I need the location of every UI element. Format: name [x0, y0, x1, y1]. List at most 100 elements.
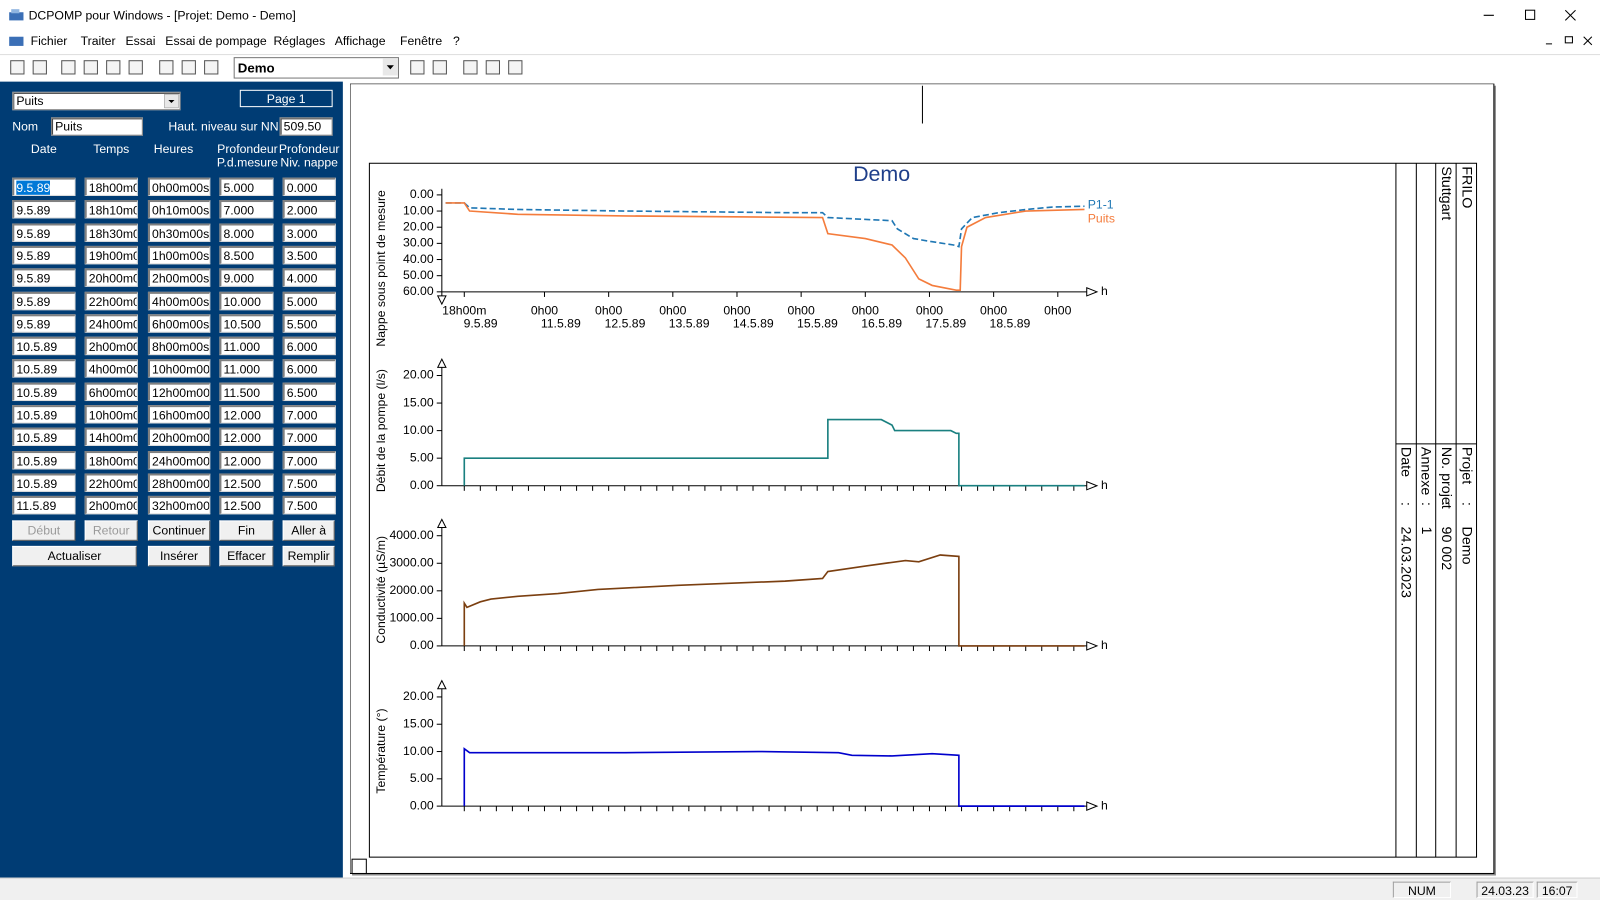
toolbar-button[interactable] [204, 60, 219, 75]
table-cell[interactable]: 7.500 [282, 496, 336, 515]
toolbar-button[interactable] [128, 60, 143, 75]
toolbar-button[interactable] [83, 60, 98, 75]
action-button[interactable]: Actualiser [12, 545, 137, 567]
table-cell[interactable]: 6h00m00s [147, 314, 211, 333]
window-controls[interactable] [1469, 0, 1600, 31]
table-cell[interactable]: 22h00m00 [84, 473, 138, 492]
table-cell[interactable]: 6.000 [282, 336, 336, 356]
table-cell[interactable]: 9.5.89 [12, 268, 76, 287]
table-cell[interactable]: 9.5.89 [12, 245, 76, 265]
table-cell[interactable]: 18h30m00 [84, 223, 138, 242]
table-cell[interactable]: 9.5.89 [12, 291, 76, 310]
table-cell[interactable]: 10.500 [219, 314, 274, 333]
toolbar-button[interactable] [463, 60, 478, 75]
table-cell[interactable]: 0.000 [282, 177, 336, 196]
table-cell[interactable]: 10.5.89 [12, 382, 76, 401]
menu-item[interactable]: Fenêtre [399, 33, 443, 48]
name-input[interactable]: Puits [51, 117, 143, 136]
page-button[interactable]: Page 1 [239, 89, 333, 108]
table-cell[interactable]: 2.000 [282, 200, 336, 219]
menu-item[interactable]: Essai [125, 33, 156, 48]
table-cell[interactable]: 9.5.89 [12, 200, 76, 219]
table-cell[interactable]: 7.000 [282, 450, 336, 469]
menu-item[interactable]: Essai de pompage [165, 33, 267, 48]
table-cell[interactable]: 12.000 [219, 450, 274, 469]
toolbar-button[interactable] [10, 60, 25, 75]
table-cell[interactable]: 0h10m00s [147, 200, 211, 219]
table-cell[interactable]: 18h00m00 [84, 450, 138, 469]
table-cell[interactable]: 10.5.89 [12, 405, 76, 424]
table-cell[interactable]: 32h00m00s [147, 496, 211, 515]
table-cell[interactable]: 10h00m00s [147, 359, 211, 378]
table-cell[interactable]: 10h00m00 [84, 405, 138, 424]
table-cell[interactable]: 7.000 [282, 405, 336, 424]
toolbar-button[interactable] [410, 60, 425, 75]
toolbar-button[interactable] [106, 60, 121, 75]
table-cell[interactable]: 18h10m00 [84, 200, 138, 219]
menu-item[interactable]: ? [453, 33, 460, 48]
table-cell[interactable]: 5.000 [219, 177, 274, 196]
project-combo[interactable]: Demo [233, 57, 399, 79]
table-cell[interactable]: 10.5.89 [12, 427, 76, 447]
toolbar-button[interactable] [508, 60, 523, 75]
table-cell[interactable]: 14h00m00 [84, 427, 138, 447]
table-cell[interactable]: 28h00m00s [147, 473, 211, 492]
table-cell[interactable]: 10.5.89 [12, 336, 76, 356]
table-cell[interactable]: 7.000 [282, 427, 336, 447]
table-cell[interactable]: 3.500 [282, 245, 336, 265]
action-button[interactable]: Insérer [147, 545, 211, 567]
table-cell[interactable]: 20h00m00s [147, 427, 211, 447]
toolbar-button[interactable] [181, 60, 196, 75]
action-button[interactable]: Effacer [219, 545, 274, 567]
table-cell[interactable]: 11.000 [219, 336, 274, 356]
table-cell[interactable]: 6h00m00 [84, 382, 138, 401]
table-cell[interactable]: 4.000 [282, 268, 336, 287]
table-cell[interactable]: 12.000 [219, 427, 274, 447]
table-cell[interactable]: 6.000 [282, 359, 336, 378]
selector[interactable]: Puits [12, 91, 181, 111]
table-cell[interactable]: 11.5.89 [12, 496, 76, 515]
table-cell[interactable]: 19h00m00 [84, 245, 138, 265]
table-cell[interactable]: 8.500 [219, 245, 274, 265]
height-input[interactable]: 509.50 [279, 117, 333, 136]
table-cell[interactable]: 18h00m00 [84, 177, 138, 196]
table-cell[interactable]: 10.5.89 [12, 450, 76, 469]
table-cell[interactable]: 10.5.89 [12, 473, 76, 492]
table-cell[interactable]: 7.500 [282, 473, 336, 492]
table-cell[interactable]: 0h00m00s [147, 177, 211, 196]
table-cell[interactable]: 2h00m00 [84, 336, 138, 356]
nav-button[interactable]: Fin [219, 520, 274, 541]
nav-button[interactable]: Aller à [282, 520, 335, 541]
table-cell[interactable]: 8.000 [219, 223, 274, 242]
toolbar-button[interactable] [485, 60, 500, 75]
table-cell[interactable]: 12.000 [219, 405, 274, 424]
table-cell[interactable]: 12h00m00s [147, 382, 211, 401]
table-cell[interactable]: 11.500 [219, 382, 274, 401]
table-cell[interactable]: 10.000 [219, 291, 274, 310]
table-cell[interactable]: 16h00m00s [147, 405, 211, 424]
menu-item[interactable]: Réglages [273, 33, 326, 48]
menu-item[interactable]: Fichier [30, 33, 68, 48]
table-cell[interactable]: 5.000 [282, 291, 336, 310]
menu-item[interactable]: Affichage [334, 33, 386, 48]
table-cell[interactable]: 2h00m00 [84, 496, 138, 515]
table-cell[interactable]: 4h00m00s [147, 291, 211, 310]
table-cell[interactable]: 24h00m00s [147, 450, 211, 469]
mdi-controls[interactable] [1541, 33, 1600, 49]
table-cell[interactable]: 9.000 [219, 268, 274, 287]
table-cell[interactable]: 24h00m00 [84, 314, 138, 333]
table-cell[interactable]: 6.500 [282, 382, 336, 401]
table-cell[interactable]: 5.500 [282, 314, 336, 333]
toolbar-button[interactable] [159, 60, 174, 75]
action-button[interactable]: Remplir [282, 545, 335, 567]
table-cell[interactable]: 9.5.89 [12, 314, 76, 333]
toolbar-button[interactable] [32, 60, 47, 75]
toolbar-button[interactable] [432, 60, 447, 75]
table-cell[interactable]: 11.000 [219, 359, 274, 378]
table-cell[interactable]: 9.5.89 [12, 177, 76, 196]
table-cell[interactable]: 22h00m00 [84, 291, 138, 310]
table-cell[interactable]: 8h00m00s [147, 336, 211, 356]
table-cell[interactable]: 9.5.89 [12, 223, 76, 242]
table-cell[interactable]: 1h00m00s [147, 245, 211, 265]
table-cell[interactable]: 10.5.89 [12, 359, 76, 378]
